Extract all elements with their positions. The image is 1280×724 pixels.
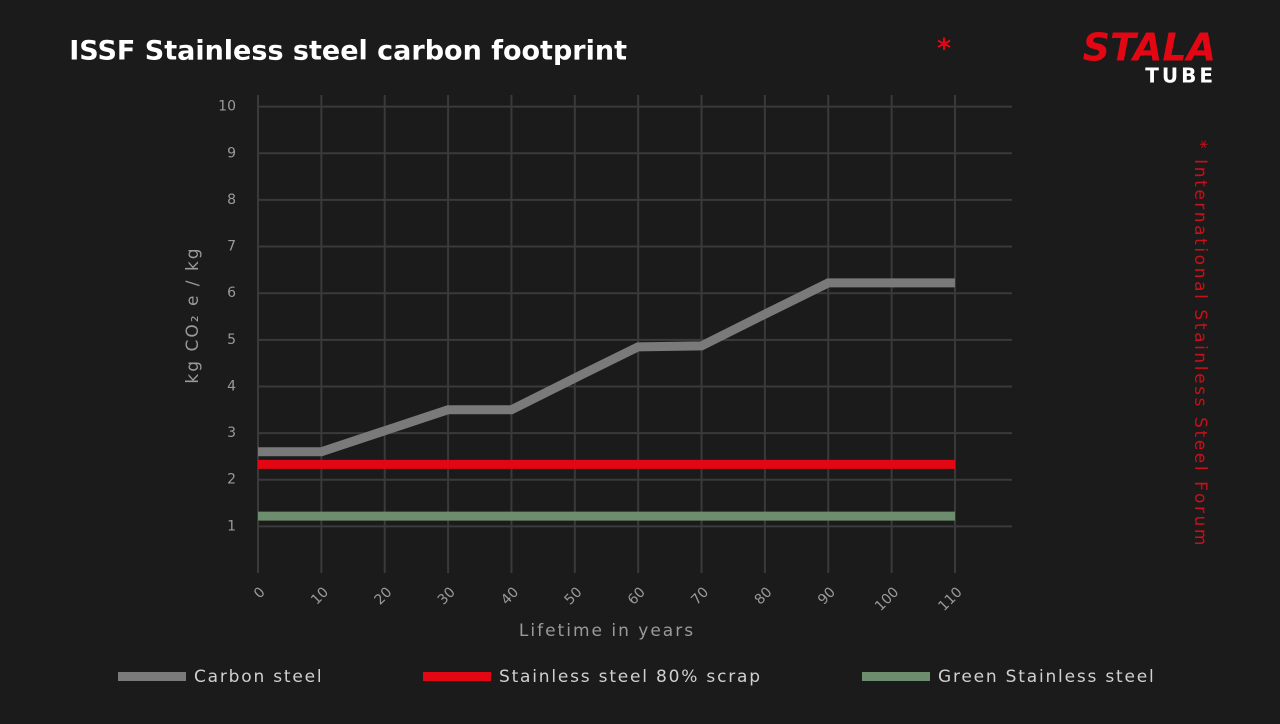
y-tick-label: 2 xyxy=(227,472,236,488)
logo-top: STALA xyxy=(1083,26,1216,70)
y-tick-label: 3 xyxy=(227,425,236,441)
legend-label: Carbon steel xyxy=(194,667,323,687)
y-tick-label: 4 xyxy=(227,378,236,394)
legend-swatch xyxy=(862,672,930,681)
legend-label: Green Stainless steel xyxy=(938,667,1156,687)
y-tick-label: 9 xyxy=(227,145,236,161)
y-tick-label: 8 xyxy=(227,192,236,208)
footnote: * International Stainless Steel Forum xyxy=(1190,140,1210,548)
y-tick-label: 7 xyxy=(227,239,236,255)
title-mark: * xyxy=(937,34,951,65)
chart-title: ISSF Stainless steel carbon footprint xyxy=(69,36,627,67)
y-axis-label: kg CO₂ e / kg xyxy=(183,246,203,383)
y-tick-label: 5 xyxy=(227,332,236,348)
legend-label: Stainless steel 80% scrap xyxy=(499,667,762,687)
y-tick-label: 1 xyxy=(227,518,236,534)
legend-swatch xyxy=(423,672,491,681)
legend-swatch xyxy=(118,672,186,681)
series-line xyxy=(258,278,955,457)
x-axis-label: Lifetime in years xyxy=(519,621,695,641)
logo-bottom: TUBE xyxy=(1145,64,1216,88)
y-tick-label: 6 xyxy=(227,285,236,301)
y-tick-label: 10 xyxy=(218,99,236,115)
